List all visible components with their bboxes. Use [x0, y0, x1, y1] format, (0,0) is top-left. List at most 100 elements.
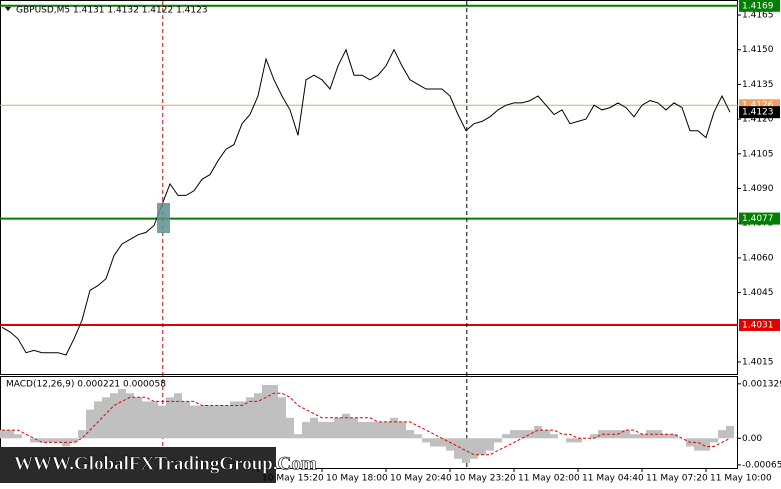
- y-tick-label: 1.4015: [742, 357, 774, 367]
- macd-bar: [486, 438, 494, 451]
- price-level-tag: [739, 212, 780, 225]
- x-tick-label: 11 May 02:00: [518, 474, 580, 484]
- macd-bar: [254, 393, 262, 439]
- price-level-tag: [739, 106, 780, 119]
- macd-bar: [198, 405, 206, 439]
- chart-title: GBPUSD,M5 1.4131 1.4132 1.4122 1.4123: [16, 6, 208, 16]
- price-level-label: 1.4077: [742, 214, 774, 224]
- price-line: [1, 48, 731, 356]
- macd-bar: [494, 438, 502, 443]
- indicator-title: MACD(12,26,9) 0.000221 0.000058: [6, 380, 166, 390]
- macd-bar: [230, 401, 238, 439]
- macd-bar: [38, 438, 46, 443]
- macd-bar: [70, 438, 78, 443]
- macd-bar: [214, 405, 222, 439]
- macd-bar: [166, 397, 174, 439]
- x-tick-label: 11 May 07:20: [646, 474, 708, 484]
- macd-bar: [638, 434, 646, 439]
- macd-bar: [598, 430, 606, 439]
- macd-bar: [430, 438, 438, 447]
- macd-bar: [510, 430, 518, 439]
- y-tick-label: 1.4150: [742, 45, 774, 55]
- y-tick-label: 1.4105: [742, 149, 774, 159]
- macd-bar: [286, 417, 294, 439]
- macd-bar: [270, 385, 278, 439]
- macd-bar: [46, 438, 54, 443]
- highlight-box: [157, 203, 170, 233]
- watermark: WWW.GlobalFXTradingGroup.Com: [14, 453, 317, 474]
- watermark-box: [0, 447, 276, 483]
- y-tick-label: 0.001329: [742, 379, 781, 389]
- macd-bar: [502, 434, 510, 439]
- x-tick-label: 11 May 04:40: [582, 474, 644, 484]
- macd-bar: [246, 397, 254, 439]
- macd-bar: [662, 434, 670, 439]
- macd-bar: [78, 430, 86, 439]
- macd-bar: [54, 438, 62, 443]
- price-level-tag: [739, 0, 780, 12]
- macd-bar: [134, 397, 142, 439]
- price-level-label: 1.4031: [742, 320, 774, 330]
- macd-bar: [694, 438, 702, 451]
- macd-bar: [206, 405, 214, 439]
- macd-bar: [366, 421, 374, 439]
- macd-bar: [590, 434, 598, 439]
- macd-bar: [518, 430, 526, 439]
- macd-bar: [30, 438, 38, 443]
- macd-bar: [142, 401, 150, 439]
- macd-bar: [0, 430, 6, 439]
- macd-bar: [110, 393, 118, 439]
- macd-bar: [326, 421, 334, 439]
- macd-bar: [622, 430, 630, 439]
- macd-bar: [526, 430, 534, 439]
- macd-bar: [534, 425, 542, 439]
- macd-bar: [182, 401, 190, 439]
- macd-bar: [446, 438, 454, 451]
- y-tick-label: 1.4060: [742, 253, 774, 263]
- macd-bar: [718, 430, 726, 439]
- macd-bar: [478, 438, 486, 455]
- macd-bar: [542, 430, 550, 439]
- price-level-label: 1.4123: [742, 108, 774, 118]
- macd-bar: [126, 393, 134, 439]
- y-tick-label: 1.4135: [742, 80, 774, 90]
- macd-bar: [310, 417, 318, 439]
- macd-bar: [438, 438, 446, 447]
- macd-bar: [454, 438, 462, 459]
- macd-bar: [726, 425, 734, 439]
- macd-bar: [702, 438, 710, 451]
- macd-bar: [574, 438, 582, 443]
- macd-bar: [118, 389, 126, 439]
- macd-bar: [318, 421, 326, 439]
- macd-panel-frame: [0, 376, 738, 469]
- collapse-arrow[interactable]: [5, 7, 11, 11]
- macd-bar: [94, 401, 102, 439]
- price-level-tag: [739, 318, 780, 331]
- macd-bar: [334, 417, 342, 439]
- y-tick-label: 1.4120: [742, 115, 774, 125]
- macd-bar: [406, 430, 414, 439]
- macd-bar: [566, 438, 574, 443]
- y-tick-label: -0.00065: [742, 460, 781, 470]
- macd-bar: [222, 405, 230, 439]
- y-tick-label: 1.4090: [742, 184, 774, 194]
- macd-bar: [382, 421, 390, 439]
- macd-bar: [238, 401, 246, 439]
- macd-bar: [470, 438, 478, 459]
- signal-line: [2, 392, 731, 456]
- plot-layer: [0, 1, 738, 468]
- price-panel-frame: [0, 0, 738, 375]
- macd-bar: [422, 438, 430, 443]
- macd-bar: [174, 393, 182, 439]
- x-tick-label: 10 May 20:40: [390, 474, 452, 484]
- y-tick-label: 1.4045: [742, 288, 774, 298]
- macd-bar: [150, 401, 158, 439]
- macd-bar: [358, 421, 366, 439]
- price-level-label: 1.4169: [742, 1, 774, 11]
- macd-bar: [294, 434, 302, 439]
- macd-bar: [350, 417, 358, 439]
- macd-bar: [550, 434, 558, 439]
- macd-bar: [102, 397, 110, 439]
- price-level-label: 1.4126: [742, 101, 774, 111]
